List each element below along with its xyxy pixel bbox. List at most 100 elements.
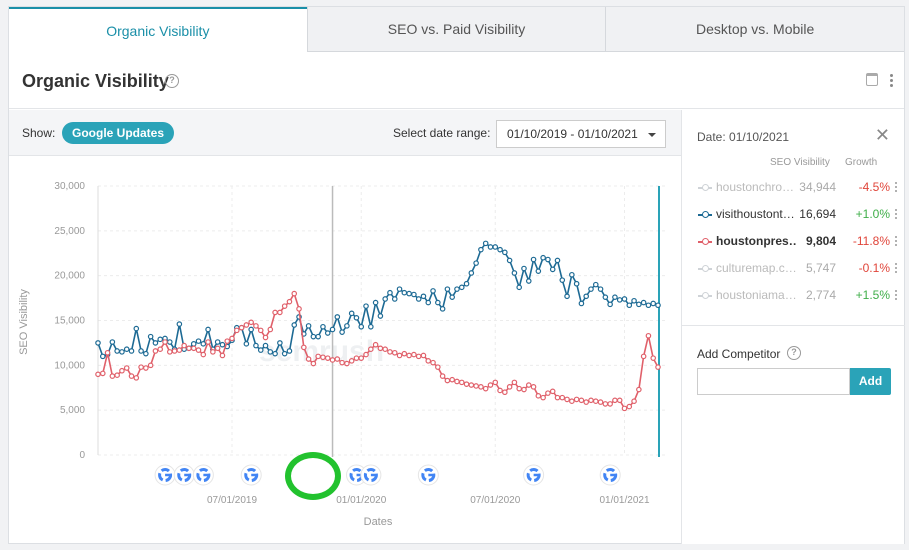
data-point[interactable] — [200, 351, 207, 358]
data-point[interactable] — [286, 348, 293, 354]
data-point[interactable] — [525, 382, 532, 388]
data-point[interactable] — [578, 300, 585, 307]
data-point[interactable] — [506, 257, 513, 264]
data-point[interactable] — [368, 323, 374, 330]
data-point[interactable] — [420, 352, 427, 359]
data-point[interactable] — [123, 346, 130, 352]
competitor-row[interactable]: houstoniama… 2,774 +1.5% — [698, 288, 898, 304]
data-point[interactable] — [626, 403, 633, 410]
data-point[interactable] — [420, 293, 427, 300]
data-point[interactable] — [554, 394, 561, 401]
close-icon[interactable]: ✕ — [874, 125, 890, 145]
calendar-icon[interactable] — [866, 73, 878, 86]
data-point[interactable] — [626, 302, 633, 309]
data-point[interactable] — [224, 338, 231, 344]
data-point[interactable] — [243, 341, 250, 347]
data-point[interactable] — [305, 323, 312, 329]
data-point[interactable] — [229, 335, 235, 342]
data-point[interactable] — [396, 286, 403, 292]
data-point[interactable] — [291, 290, 298, 297]
data-point[interactable] — [281, 303, 288, 309]
data-point[interactable] — [597, 399, 604, 405]
google-updates-toggle[interactable]: Google Updates — [62, 122, 175, 144]
data-point[interactable] — [482, 385, 489, 392]
data-point[interactable] — [277, 340, 283, 346]
data-point[interactable] — [339, 329, 345, 335]
data-point[interactable] — [181, 342, 187, 349]
date-range-select[interactable]: 01/10/2019 - 01/10/2021 — [496, 120, 666, 148]
data-point[interactable] — [597, 286, 604, 292]
data-point[interactable] — [463, 381, 470, 387]
data-point[interactable] — [545, 256, 551, 263]
data-point[interactable] — [109, 339, 116, 345]
data-point[interactable] — [430, 359, 436, 366]
data-point[interactable] — [210, 349, 216, 355]
row-menu-icon[interactable] — [895, 263, 897, 275]
tab-seo-vs-paid[interactable]: SEO vs. Paid Visibility — [306, 7, 606, 52]
data-point[interactable] — [411, 291, 417, 298]
data-point[interactable] — [435, 364, 441, 370]
data-point[interactable] — [147, 362, 154, 369]
data-point[interactable] — [253, 342, 259, 349]
data-point[interactable] — [559, 277, 566, 283]
data-point[interactable] — [549, 266, 556, 273]
data-point[interactable] — [315, 353, 321, 360]
competitor-row[interactable]: houstonpres… 9,804 -11.8% — [698, 234, 898, 250]
data-point[interactable] — [339, 359, 345, 366]
data-point[interactable] — [324, 330, 331, 336]
data-point[interactable] — [516, 385, 522, 392]
data-point[interactable] — [262, 334, 269, 341]
data-point[interactable] — [602, 401, 609, 407]
data-point[interactable] — [640, 299, 647, 306]
data-point[interactable] — [430, 288, 436, 294]
row-menu-icon[interactable] — [895, 290, 897, 302]
data-point[interactable] — [138, 348, 144, 354]
data-point[interactable] — [128, 348, 135, 354]
data-point[interactable] — [473, 383, 479, 389]
data-point[interactable] — [468, 382, 475, 388]
data-point[interactable] — [497, 246, 503, 253]
data-point[interactable] — [190, 345, 197, 352]
data-point[interactable] — [621, 405, 628, 412]
data-point[interactable] — [449, 376, 455, 383]
data-point[interactable] — [267, 349, 274, 355]
data-point[interactable] — [372, 299, 379, 306]
data-point[interactable] — [478, 384, 484, 390]
data-point[interactable] — [234, 327, 240, 334]
data-point[interactable] — [602, 294, 609, 300]
data-point[interactable] — [171, 348, 178, 354]
data-point[interactable] — [406, 352, 412, 359]
data-point[interactable] — [607, 301, 613, 308]
data-point[interactable] — [372, 341, 379, 348]
data-point[interactable] — [492, 379, 499, 386]
row-menu-icon[interactable] — [895, 236, 897, 248]
data-point[interactable] — [545, 390, 551, 396]
data-point[interactable] — [444, 286, 451, 292]
data-point[interactable] — [621, 296, 628, 302]
visibility-chart[interactable]: 0 5,000 10,000 15,000 20,000 25,000 30,000 07/0… — [9, 157, 727, 544]
data-point[interactable] — [502, 249, 508, 256]
data-point[interactable] — [588, 286, 594, 292]
data-point[interactable] — [454, 378, 460, 385]
data-point[interactable] — [573, 280, 580, 287]
data-point[interactable] — [406, 290, 412, 297]
data-point[interactable] — [277, 309, 283, 316]
data-point[interactable] — [636, 386, 642, 393]
data-point[interactable] — [564, 396, 570, 403]
data-point[interactable] — [272, 309, 278, 316]
data-point[interactable] — [281, 350, 288, 357]
data-point[interactable] — [607, 401, 613, 407]
data-point[interactable] — [138, 364, 144, 370]
data-point[interactable] — [200, 341, 207, 347]
add-competitor-button[interactable]: Add — [850, 368, 891, 395]
data-point[interactable] — [315, 333, 321, 340]
data-point[interactable] — [458, 379, 465, 386]
data-point[interactable] — [257, 347, 264, 353]
data-point[interactable] — [511, 270, 518, 276]
data-point[interactable] — [482, 240, 489, 247]
data-point[interactable] — [564, 293, 570, 300]
data-point[interactable] — [382, 296, 388, 302]
data-point[interactable] — [214, 339, 221, 345]
data-point[interactable] — [616, 297, 623, 303]
data-point[interactable] — [257, 327, 264, 334]
